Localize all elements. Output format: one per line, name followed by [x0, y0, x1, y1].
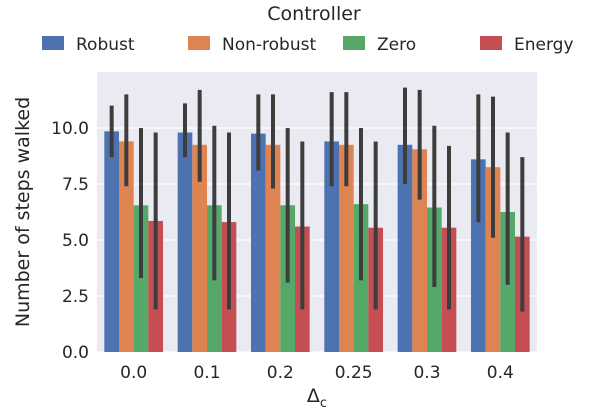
bar-robust [104, 131, 119, 352]
legend-title: Controller [267, 3, 361, 25]
y-tick-label: 5.0 [62, 231, 89, 251]
bar-non-robust [485, 167, 501, 352]
y-tick-label: 10.0 [51, 119, 89, 139]
x-tick-label: 0.3 [413, 363, 440, 383]
x-tick-label: 0.0 [120, 363, 147, 383]
bar-non-robust [119, 141, 134, 352]
bar-robust [177, 132, 193, 352]
bar-non-robust [265, 144, 281, 352]
legend-label: Zero [377, 35, 416, 55]
y-axis-label: Number of steps walked [12, 97, 34, 327]
legend-swatch [188, 36, 210, 50]
gridlines [97, 127, 537, 353]
bar-robust [324, 141, 339, 352]
x-tick-label: 0.4 [487, 363, 514, 383]
legend-swatch [42, 36, 64, 50]
legend-items: Robust Non-robust Zero Energy [42, 35, 574, 55]
y-tick-label: 2.5 [62, 287, 89, 307]
legend-swatch [480, 36, 502, 50]
legend-label: Energy [514, 35, 574, 55]
bar-robust [397, 144, 413, 352]
x-tick-label: 0.2 [267, 363, 294, 383]
x-axis-label-main: Δ [307, 385, 320, 407]
plot-background [97, 72, 537, 352]
bar-robust [471, 159, 486, 352]
bar-non-robust [192, 144, 207, 352]
legend-label: Non-robust [222, 35, 316, 55]
bar-non-robust [339, 144, 354, 352]
x-tick-label: 0.25 [335, 363, 373, 383]
legend: Controller Robust Non-robust Zero Energy [42, 3, 574, 55]
y-tick-label: 7.5 [62, 175, 89, 195]
y-tick-labels: 0.0 2.5 5.0 7.5 10.0 [51, 119, 89, 363]
x-axis-label-sub: c [320, 396, 327, 410]
error-bars [109, 87, 525, 312]
bar-zero [133, 205, 149, 352]
legend-label: Robust [76, 35, 135, 55]
bars [104, 131, 530, 352]
y-tick-label: 0.0 [62, 343, 89, 363]
bar-non-robust [412, 149, 427, 352]
x-tick-label: 0.1 [193, 363, 220, 383]
x-axis-label: Δc [307, 385, 327, 410]
bar-robust [251, 133, 266, 352]
x-tick-labels: 0.0 0.1 0.2 0.25 0.3 0.4 [120, 363, 514, 383]
legend-swatch [343, 36, 365, 50]
